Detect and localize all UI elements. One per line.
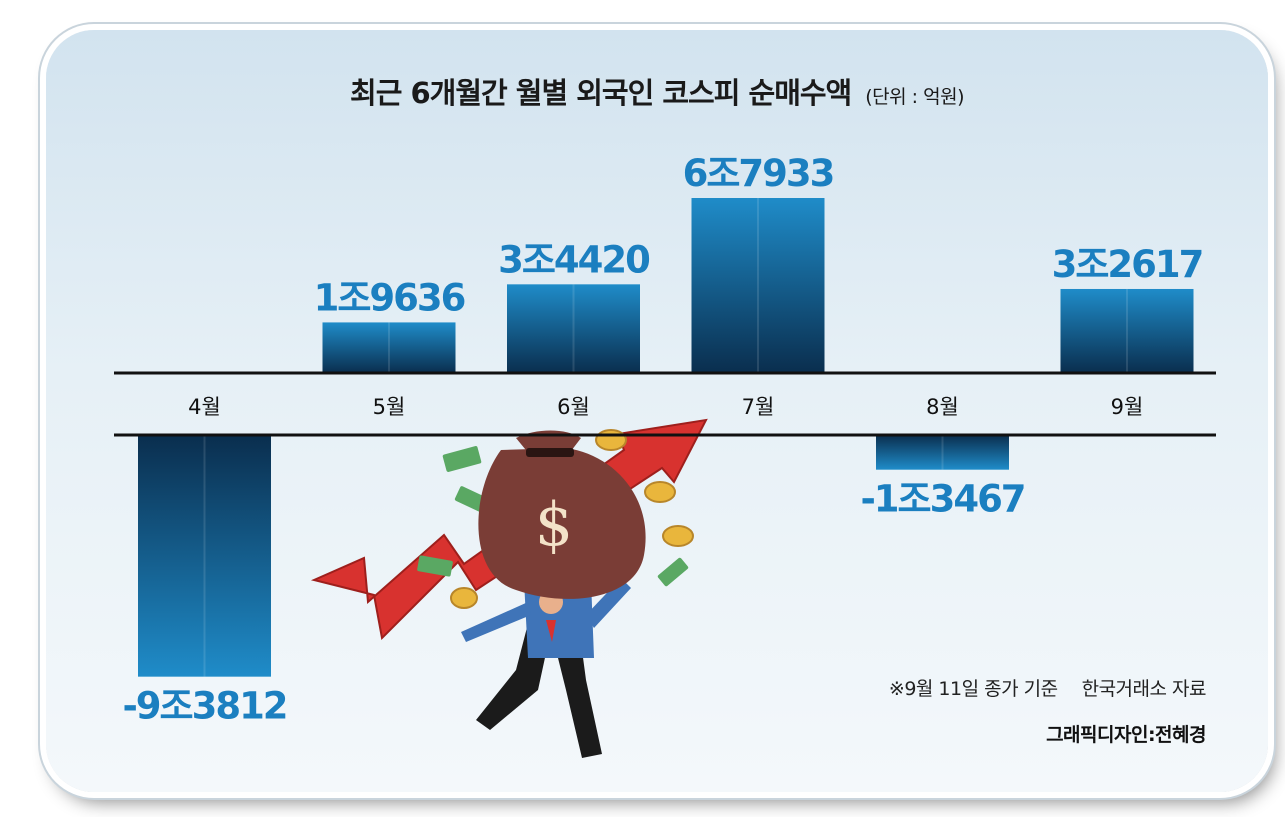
coin-icon: [644, 481, 676, 503]
footnote: ※9월 11일 종가 기준 한국거래소 자료: [888, 674, 1207, 701]
money-bag-icon: [478, 448, 646, 599]
bars-group: [138, 198, 1194, 677]
bar-5월: [322, 322, 456, 373]
dollar-sign-icon: $: [535, 490, 573, 560]
data-label-8월: -1조3467: [860, 478, 1024, 521]
data-label-9월: 3조2617: [1052, 243, 1203, 286]
chart-title: 최근 6개월간 월별 외국인 코스피 순매수액: [350, 76, 852, 110]
coin-icon: [450, 587, 478, 609]
man-arm: [586, 578, 631, 628]
design-credit: 그래픽디자인:전혜경: [1046, 724, 1206, 746]
tick-label-5월: 5월: [373, 395, 406, 419]
bar-7월: [691, 198, 825, 373]
tick-label-7월: 7월: [742, 395, 775, 419]
banknote-icon: [657, 557, 689, 587]
data-label-7월: 6조7933: [683, 152, 834, 195]
bar-6월: [507, 284, 640, 373]
month-tick-labels: 4월 5월 6월 7월 8월 9월: [188, 395, 1143, 419]
tick-label-4월: 4월: [188, 395, 221, 419]
data-label-6월: 3조4420: [498, 238, 649, 281]
unit-label: (단위 : 억원): [865, 86, 964, 108]
banknote-icon: [442, 446, 482, 472]
coin-icon: [662, 525, 694, 547]
man-arm: [461, 602, 531, 642]
note-text: ※9월 11일 종가 기준: [888, 678, 1058, 700]
bar-chart: $ -9조3812 1조9636 3조4420 6조7933 -1조3467 3조2617…: [114, 152, 1216, 758]
bar-4월: [138, 435, 271, 677]
tick-label-6월: 6월: [557, 395, 590, 419]
money-bag-illustration: $: [310, 418, 708, 758]
chart-card: 최근 6개월간 월별 외국인 코스피 순매수액 (단위 : 억원): [46, 30, 1268, 792]
bar-9월: [1060, 288, 1194, 373]
tick-label-9월: 9월: [1111, 395, 1144, 419]
source-text: 한국거래소 자료: [1081, 678, 1207, 700]
tick-label-8월: 8월: [926, 395, 959, 419]
data-labels-group: -9조3812 1조9636 3조4420 6조7933 -1조3467 3조2617: [122, 152, 1204, 728]
bar-8월: [876, 435, 1009, 470]
man-tie: [546, 620, 556, 642]
data-label-5월: 1조9636: [314, 276, 465, 319]
title-row: 최근 6개월간 월별 외국인 코스피 순매수액 (단위 : 억원): [46, 70, 1268, 112]
data-label-4월: -9조3812: [122, 685, 286, 728]
banknote-icon: [417, 555, 453, 577]
coin-icon: [595, 429, 627, 451]
